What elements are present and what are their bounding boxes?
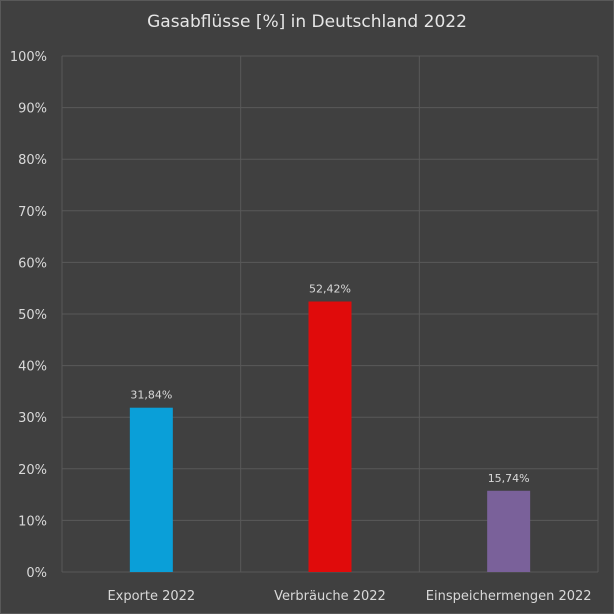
y-tick-label: 0% (26, 566, 47, 581)
x-category-label: Exporte 2022 (107, 589, 195, 604)
bar (308, 301, 352, 572)
y-tick-label: 100% (10, 50, 47, 65)
y-tick-label: 20% (18, 463, 47, 478)
y-tick-label: 80% (18, 153, 47, 168)
y-tick-label: 40% (18, 360, 47, 375)
bar (129, 407, 173, 572)
y-tick-label: 30% (18, 411, 47, 426)
data-label: 31,84% (130, 389, 172, 402)
y-tick-label: 70% (18, 205, 47, 220)
chart-title: Gasabflüsse [%] in Deutschland 2022 (147, 12, 467, 32)
y-axis-ticks: 0% 10% 20% 30% 40% 50% 60% 70% 80% 90% 100% (10, 50, 47, 581)
y-tick-label: 90% (18, 102, 47, 117)
y-tick-label: 60% (18, 256, 47, 271)
data-label: 15,74% (488, 472, 530, 485)
y-tick-label: 10% (18, 514, 47, 529)
x-category-label: Verbräuche 2022 (274, 589, 386, 604)
y-tick-label: 50% (18, 308, 47, 323)
bar (487, 490, 531, 572)
gridlines (61, 55, 599, 573)
data-label: 52,42% (309, 283, 351, 296)
x-axis-labels: Exporte 2022 Verbräuche 2022 Einspeicherme… (107, 589, 591, 604)
x-category-label: Einspeichermengen 2022 (426, 589, 592, 604)
data-labels: 31,84% 52,42% 15,74% (130, 283, 529, 485)
bars (129, 301, 531, 572)
